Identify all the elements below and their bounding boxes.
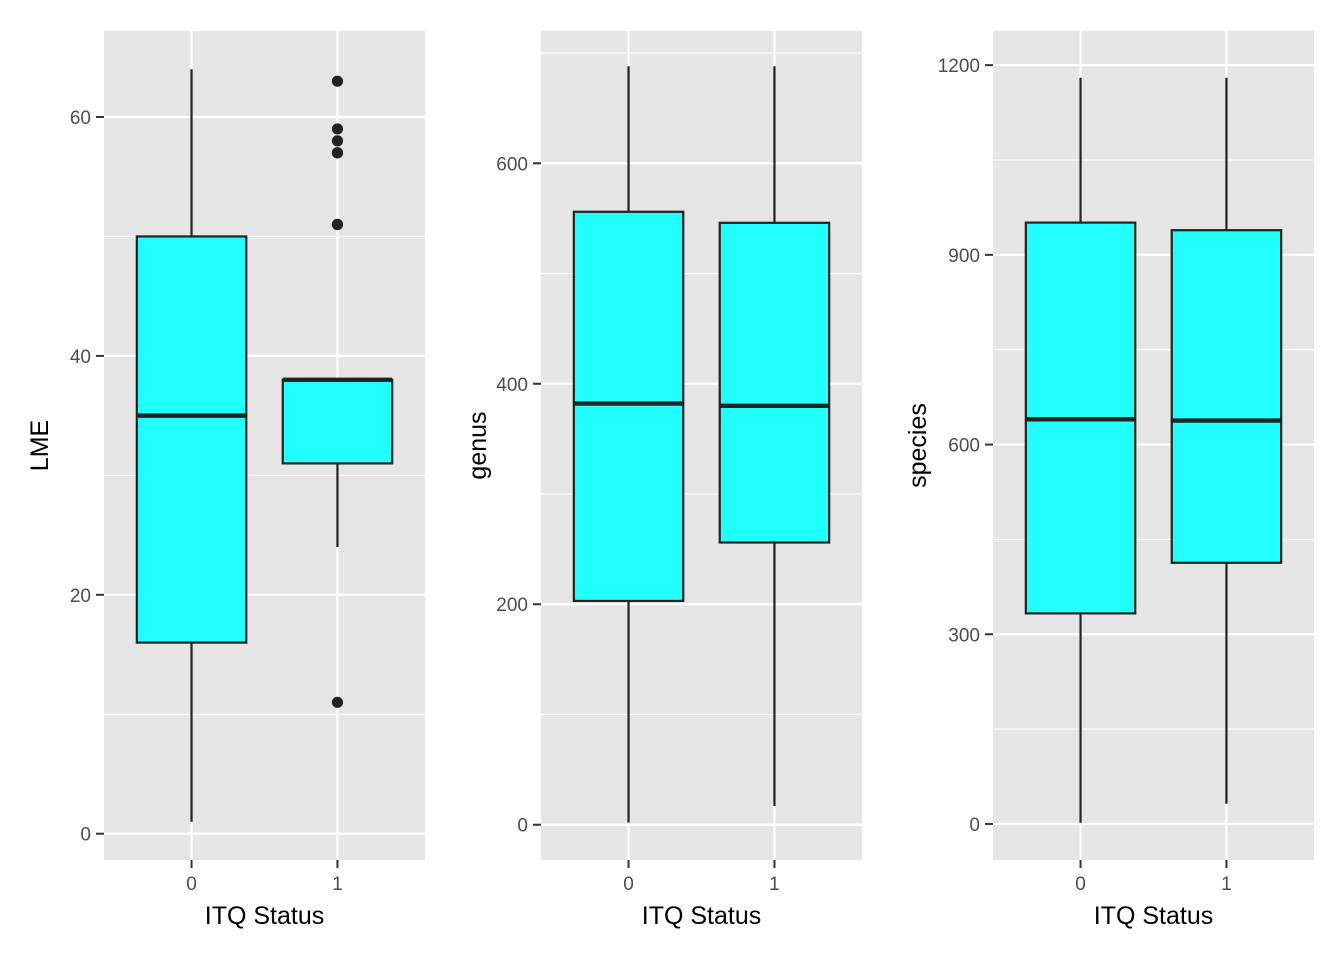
y-tick-label: 600 bbox=[496, 154, 528, 175]
y-tick-label: 200 bbox=[496, 595, 528, 616]
box-iqr bbox=[572, 210, 685, 603]
outlier-point bbox=[331, 75, 344, 87]
box-1 bbox=[1170, 77, 1283, 804]
y-tick-label: 600 bbox=[948, 436, 980, 457]
box-0 bbox=[572, 66, 685, 823]
panel-3: 0 300 600 900 1200 0 1 ITQ Status species bbox=[904, 31, 1314, 930]
y-tick-label: 900 bbox=[948, 246, 980, 267]
panel-2: 0 200 400 600 0 1 ITQ Status genus bbox=[464, 31, 862, 930]
x-tick-label: 1 bbox=[332, 874, 343, 895]
x-axis-title: ITQ Status bbox=[1094, 902, 1213, 930]
x-tick-label: 1 bbox=[1221, 874, 1232, 895]
outlier-point bbox=[331, 123, 344, 135]
x-tick-label: 0 bbox=[623, 874, 634, 895]
box-iqr bbox=[135, 235, 248, 644]
outlier-point bbox=[331, 696, 344, 708]
outlier-point bbox=[331, 147, 344, 159]
y-tick-label: 300 bbox=[948, 625, 980, 646]
y-tick-label: 0 bbox=[517, 816, 528, 837]
box-0 bbox=[1024, 77, 1137, 823]
box-1 bbox=[281, 75, 394, 708]
y-tick-label: 60 bbox=[70, 108, 91, 129]
box-iqr bbox=[1170, 229, 1283, 564]
y-axis-title: species bbox=[904, 403, 932, 488]
box-1 bbox=[718, 66, 831, 806]
box-iqr bbox=[718, 221, 831, 544]
x-tick-label: 0 bbox=[1075, 874, 1086, 895]
y-tick-label: 20 bbox=[70, 586, 91, 607]
x-tick-label: 0 bbox=[186, 874, 197, 895]
box-0 bbox=[135, 69, 248, 822]
panel-1: 0 20 40 60 0 1 ITQ Status LME bbox=[26, 31, 425, 930]
y-tick-label: 0 bbox=[969, 815, 980, 836]
y-tick-label: 400 bbox=[496, 375, 528, 396]
y-axis-title: genus bbox=[464, 411, 492, 479]
y-tick-label: 0 bbox=[80, 825, 91, 846]
outlier-point bbox=[331, 135, 344, 147]
x-axis-title: ITQ Status bbox=[642, 902, 761, 930]
y-tick-label: 1200 bbox=[938, 56, 980, 77]
x-tick-label: 1 bbox=[769, 874, 780, 895]
x-axis-title: ITQ Status bbox=[205, 902, 324, 930]
y-tick-label: 40 bbox=[70, 347, 91, 368]
outlier-point bbox=[331, 218, 344, 231]
box-iqr bbox=[281, 378, 394, 465]
y-axis-title: LME bbox=[26, 420, 54, 471]
